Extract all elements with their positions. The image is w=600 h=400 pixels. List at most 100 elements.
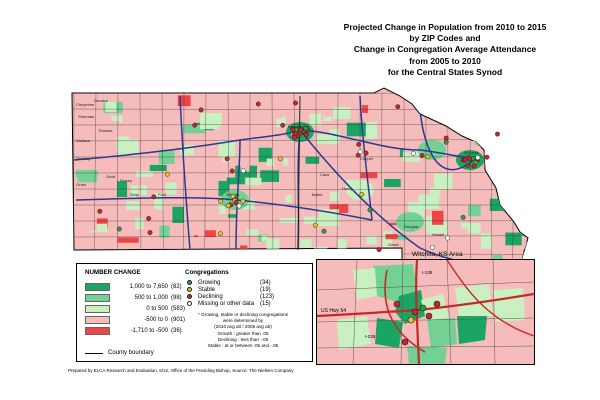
zip-patch: [228, 214, 237, 220]
congregation-key-count: (19): [260, 286, 271, 293]
zip-patch: [379, 216, 399, 223]
zip-patch: [75, 217, 97, 231]
zip-patch: [198, 230, 205, 241]
growing-dot-icon: [187, 280, 192, 285]
place-label: Ford: [158, 192, 166, 197]
inset-label: I-235: [365, 334, 376, 339]
congregation-dot: [460, 214, 466, 220]
zip-patch: [126, 201, 140, 210]
congregation-dot: [495, 131, 500, 137]
metro-patch: [396, 212, 424, 232]
zip-patch: [480, 233, 493, 249]
title-line-5: for the Central States Synod: [387, 66, 503, 77]
zip-patch: [246, 229, 259, 236]
zip-patch: [227, 104, 238, 112]
congregation-key-count: (15): [260, 300, 271, 307]
inset-congregation-dot: [425, 312, 433, 320]
zip-patch: [316, 134, 337, 144]
zip-patch: [159, 225, 170, 238]
title-line-1: Projected Change in Population from 2010…: [343, 22, 547, 32]
zip-patch: [505, 197, 522, 208]
legend-bin-count: (901): [171, 316, 186, 323]
missing-data-dot-icon: [187, 301, 192, 306]
zip-patch: [113, 171, 125, 188]
inset-patch: [353, 268, 377, 300]
zip-patch: [285, 195, 292, 203]
place-label: Finney: [120, 178, 132, 183]
zip-patch: [260, 170, 279, 182]
inset-svg: US Hwy 54 I-135 I-235: [317, 260, 534, 364]
highway-line: [179, 95, 191, 251]
county-line: [336, 92, 339, 270]
congregation-key-count: (34): [260, 279, 271, 286]
inset-patch: [455, 284, 493, 318]
congregation-key-label: Missing or other data: [198, 300, 255, 307]
zip-patch: [511, 192, 520, 205]
place-label: Bates: [312, 192, 322, 197]
highway-line: [359, 95, 373, 221]
note-line: Growth : greater than .05: [217, 330, 269, 336]
zip-patch: [258, 147, 272, 162]
congregation-dot: [430, 244, 435, 250]
county-line: [183, 92, 185, 270]
place-label: Cooper: [360, 156, 374, 161]
congregation-dot: [255, 101, 261, 107]
county-line: [139, 92, 142, 270]
wichita-inset-map: US Hwy 54 I-135 I-235: [316, 259, 535, 365]
zip-patch: [452, 228, 468, 236]
legend-swatch: [85, 315, 110, 324]
place-label: Henry: [342, 186, 353, 191]
zip-patch: [385, 234, 398, 240]
congregation-dot: [355, 152, 361, 158]
metro-patch: [346, 180, 374, 200]
zip-patch: [337, 239, 347, 251]
inset-congregation-dot: [411, 308, 419, 316]
zip-patch: [303, 216, 321, 225]
legend-bin-range: 1,000 to 7,650: [129, 283, 168, 290]
congregation-dot: [147, 230, 153, 235]
zip-patch: [442, 202, 463, 214]
congregation-dot: [471, 163, 477, 169]
inset-highway-235: [384, 269, 426, 353]
title-line-3: Change in Congregation Average Attendanc…: [353, 44, 537, 55]
congregation-dot: [298, 127, 304, 133]
legend-bin-count: (82): [171, 283, 182, 290]
congregation-dot: [97, 208, 103, 214]
congregation-dot: [240, 168, 246, 174]
county-line: [315, 92, 317, 270]
zip-patch: [219, 126, 239, 132]
zip-patch: [484, 108, 501, 124]
zip-patch: [165, 182, 177, 195]
zip-patch: [135, 218, 144, 229]
zip-patch: [75, 169, 98, 178]
congregation-key-count: (123): [260, 293, 275, 300]
number-change-title: NUMBER CHANGE: [85, 269, 141, 276]
zip-patch: [479, 132, 498, 146]
zip-patch: [139, 185, 147, 196]
zip-patch: [219, 200, 226, 215]
inset-label: I-135: [422, 270, 433, 275]
congregation-dot: [290, 127, 296, 133]
zip-patch: [483, 151, 506, 168]
zip-patch: [291, 136, 300, 147]
county-line: [227, 92, 231, 270]
congregation-key-row: Stable (19): [187, 286, 271, 293]
inset-congregation-dot: [401, 338, 409, 346]
place-label: Douglas: [404, 224, 419, 229]
place-label: Ozark: [388, 242, 399, 247]
place-label: Grant: [76, 182, 87, 187]
zip-patch: [154, 193, 164, 210]
note-line: were determined by: [222, 318, 264, 324]
highway-line: [299, 129, 477, 159]
inset-patch: [493, 288, 525, 322]
zip-patch: [194, 230, 216, 238]
legend-bin-count: (36): [171, 327, 182, 334]
zip-patch: [466, 121, 481, 135]
legend-bin-row: 0 to 500 (583): [85, 304, 193, 313]
congregation-markers: [97, 100, 500, 253]
zip-patch: [507, 204, 515, 215]
zip-patch: [226, 177, 245, 185]
legend-swatch: [85, 282, 110, 291]
place-label: Greeley: [76, 156, 90, 161]
zip-patch: [275, 116, 286, 127]
